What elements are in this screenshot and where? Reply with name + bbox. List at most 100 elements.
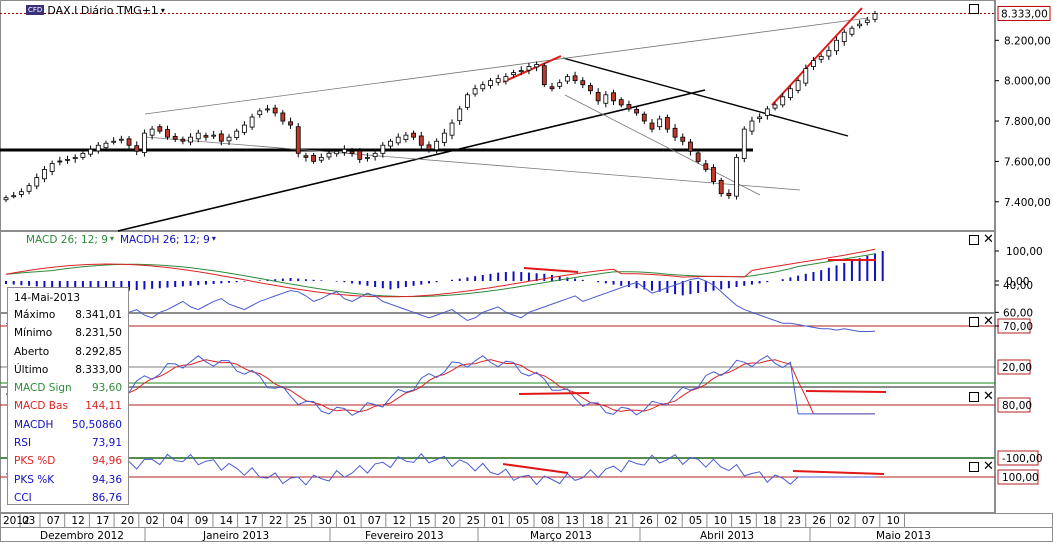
- day-label: 21: [615, 515, 628, 527]
- candle-body: [303, 155, 309, 158]
- window-title-bar: CFD DAX.I Diário TMG+1 ▾: [26, 3, 165, 17]
- channel-line: [144, 136, 801, 191]
- maximize-button[interactable]: [969, 4, 979, 14]
- day-label: 17: [96, 515, 109, 527]
- candle-body: [718, 179, 724, 195]
- infobox-row: Mínimo 8.231,50: [8, 324, 128, 342]
- cci-maximize-button[interactable]: [969, 462, 979, 472]
- candle-body: [418, 135, 424, 146]
- macd-legend: MACD 26; 12; 9 ▾ MACDH 26; 12; 9 ▾: [26, 234, 216, 246]
- infobox-label: MACDH: [14, 418, 54, 431]
- trend-line: [562, 57, 849, 137]
- candle-body: [641, 113, 647, 122]
- candle-body: [741, 128, 747, 159]
- macd-close-button[interactable]: ✕: [983, 232, 994, 247]
- infobox-label: Máximo: [14, 309, 56, 321]
- infobox-value: 94,96: [91, 455, 122, 468]
- infobox-row: Máximo 8.341,01: [8, 306, 128, 324]
- day-label: 25: [294, 515, 307, 527]
- candle-body: [803, 68, 809, 84]
- candle-body: [580, 80, 586, 86]
- chevron-down-icon[interactable]: ▾: [109, 234, 114, 243]
- candle-body: [403, 134, 409, 141]
- month-label: Dezembro 2012: [40, 530, 124, 542]
- day-label: 18: [763, 515, 776, 527]
- price-tick-label: 7.400,00: [1004, 197, 1051, 209]
- candle-body: [603, 94, 609, 104]
- infobox-value: 8.231,50: [75, 327, 122, 340]
- macd-signal-label[interactable]: MACD 26; 12; 9: [26, 234, 108, 246]
- candle-body: [134, 145, 140, 152]
- candle-body: [334, 150, 340, 155]
- chevron-down-icon[interactable]: ▾: [211, 234, 216, 243]
- day-label: 18: [590, 515, 603, 527]
- candle-body: [526, 66, 532, 71]
- candle-body: [864, 19, 870, 23]
- candle-body: [703, 163, 709, 170]
- day-label: 17: [244, 515, 257, 527]
- candle-body: [680, 136, 686, 142]
- rsi-panel: [0, 313, 995, 387]
- day-label: 26: [812, 515, 826, 527]
- cfd-badge-icon: CFD: [26, 5, 45, 15]
- candle-body: [788, 88, 793, 99]
- rsi-tick-label: 60,00: [1003, 307, 1033, 319]
- day-label: 15: [738, 515, 751, 527]
- chevron-down-icon[interactable]: ▾: [160, 5, 165, 15]
- candle-body: [411, 132, 416, 138]
- day-label: 02: [146, 515, 159, 527]
- rsi-maximize-button[interactable]: [969, 317, 979, 327]
- infobox-label: MACD Sign: [14, 382, 72, 395]
- candle-body: [341, 148, 347, 153]
- candle-body: [441, 132, 447, 143]
- cci-close-button[interactable]: ✕: [983, 459, 994, 474]
- candle-body: [311, 154, 317, 162]
- infobox-row: PKS %K 94,36: [8, 471, 128, 489]
- stoch-close-button[interactable]: ✕: [983, 389, 994, 404]
- candle-body: [18, 191, 24, 195]
- infobox-row: RSI 73,91: [8, 434, 128, 452]
- day-label: 13: [565, 515, 578, 527]
- stoch-level-box: [997, 359, 1031, 375]
- candle-body: [834, 39, 839, 52]
- candle-body: [226, 136, 232, 142]
- candle-body: [195, 132, 201, 140]
- day-label: 10: [714, 515, 727, 527]
- day-label: 12: [71, 515, 84, 527]
- candle-body: [495, 78, 501, 83]
- candle-body: [188, 136, 193, 143]
- cci-panel: [0, 458, 995, 513]
- drawn-divergence-line: [805, 390, 887, 393]
- candle-body: [795, 80, 801, 91]
- price-tick-label: 7.600,00: [1004, 156, 1051, 168]
- candle-body: [434, 140, 440, 151]
- day-label: 05: [689, 515, 702, 527]
- candle-body: [872, 13, 878, 20]
- macd-maximize-button[interactable]: [969, 235, 979, 245]
- candle-body: [388, 140, 393, 147]
- day-label: 07: [862, 515, 875, 527]
- month-label: Março 2013: [530, 530, 592, 542]
- rsi-close-button[interactable]: ✕: [983, 314, 994, 329]
- candle-body: [711, 167, 716, 182]
- candle-body: [749, 120, 755, 132]
- chart-title[interactable]: DAX.I Diário TMG+1: [47, 3, 158, 17]
- macd-line: [5, 248, 876, 298]
- candle-body: [80, 152, 86, 158]
- cci-level-box: [997, 450, 1039, 466]
- stoch-maximize-button[interactable]: [969, 392, 979, 402]
- candle-body: [272, 107, 278, 114]
- day-label: 01: [343, 515, 356, 527]
- stoch-panel: [0, 387, 995, 458]
- month-label: Maio 2013: [876, 530, 931, 542]
- candle-body: [172, 135, 178, 140]
- candle-body: [518, 70, 524, 72]
- candle-body: [295, 126, 301, 154]
- candle-body: [449, 122, 455, 136]
- candle-body: [142, 132, 147, 153]
- macd-hist-label[interactable]: MACDH 26; 12; 9: [119, 234, 210, 246]
- drawn-trend-line: [771, 7, 863, 106]
- candle-body: [118, 138, 124, 141]
- candle-body: [457, 108, 463, 122]
